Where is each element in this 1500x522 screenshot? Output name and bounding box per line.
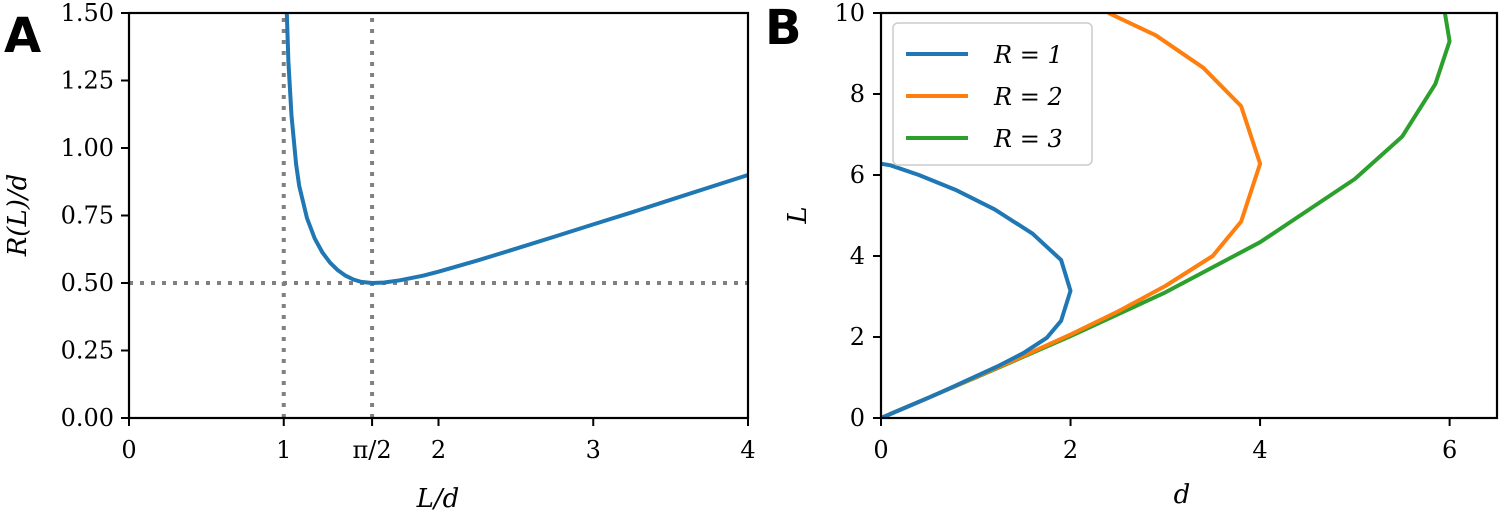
panel-b-x-axis-label: d — [1174, 480, 1191, 510]
legend-box — [892, 22, 1093, 166]
panel-b-y-tick-label: 6 — [850, 161, 865, 189]
panel-a-y-tick-label: 0.50 — [61, 269, 114, 297]
panel-b-y-tick-label: 8 — [850, 80, 865, 108]
panel-a-letter: A — [4, 8, 41, 64]
panel-b-y-tick-label: 2 — [850, 323, 865, 351]
panel-a-y-tick-label: 0.25 — [61, 337, 114, 365]
panel-b-x-tick-label: 2 — [1063, 436, 1078, 464]
panel-b-curves — [881, 13, 1452, 418]
panel-a-y-tick-label: 1.25 — [61, 67, 114, 95]
panel-b-y-tick-label: 4 — [850, 242, 865, 270]
panel-a-x-tick-label: 1 — [276, 436, 291, 464]
panel-a-y-tick-label: 1.50 — [61, 0, 114, 27]
panel-a-curve-group — [284, 12, 749, 285]
panel-b-y-tick-label: 0 — [850, 404, 865, 432]
panel-a-y-tick-label: 0.75 — [61, 202, 114, 230]
panel-b-axes-frame — [879, 11, 1499, 420]
panel-a-x-tick-label: 0 — [121, 436, 136, 464]
panel-b-series-line-1 — [881, 161, 1073, 418]
panel-a-curve — [284, 12, 749, 285]
panel-a-y-tick-label: 0.00 — [61, 404, 114, 432]
panel-a-y-axis-label: R(L)/d — [3, 174, 33, 258]
panel-a-x-tick-label: π/2 — [353, 436, 392, 464]
panel-a-y-tick-label: 1.00 — [61, 134, 114, 162]
panel-b-x-ticks: 0 2 4 6 — [873, 418, 1457, 464]
legend-label-1: R = 1 — [993, 41, 1063, 69]
panel-a-reference-lines — [129, 13, 748, 418]
panel-b-y-ticks: 0 2 4 6 8 10 — [834, 0, 881, 432]
panel-b-legend: R = 1 R = 2 R = 3 — [892, 22, 1093, 166]
panel-a-x-tick-label: 3 — [586, 436, 601, 464]
panel-a-x-tick-label: 4 — [740, 436, 755, 464]
panel-b-x-tick-label: 0 — [873, 436, 888, 464]
panel-b-x-tick-label: 4 — [1252, 436, 1267, 464]
legend-label-3: R = 3 — [993, 125, 1063, 153]
panel-a: A 0 1 π/2 2 3 4 0.000.250.500.751.001.251.50 … — [3, 0, 756, 514]
panel-a-y-ticks: 0.00 0.25 0.50 0.75 1.00 1.25 1.50 — [61, 0, 129, 432]
panel-b-y-tick-label: 10 — [834, 0, 865, 27]
panel-a-x-axis-label: L/d — [416, 484, 460, 514]
panel-a-x-tick-label: 2 — [431, 436, 446, 464]
panel-a-x-ticks: 0 1 π/2 2 3 4 — [121, 418, 756, 464]
legend-label-2: R = 2 — [993, 83, 1063, 111]
panel-b: B 0 2 4 6 0 2 4 6 8 10 d L R = 1 R = 2 R = 3 — [765, 0, 1499, 510]
panel-b-letter: B — [765, 0, 802, 56]
panel-b-x-tick-label: 6 — [1442, 436, 1457, 464]
panel-b-y-axis-label: L — [783, 206, 813, 224]
panel-a-axes-frame — [127, 11, 750, 420]
